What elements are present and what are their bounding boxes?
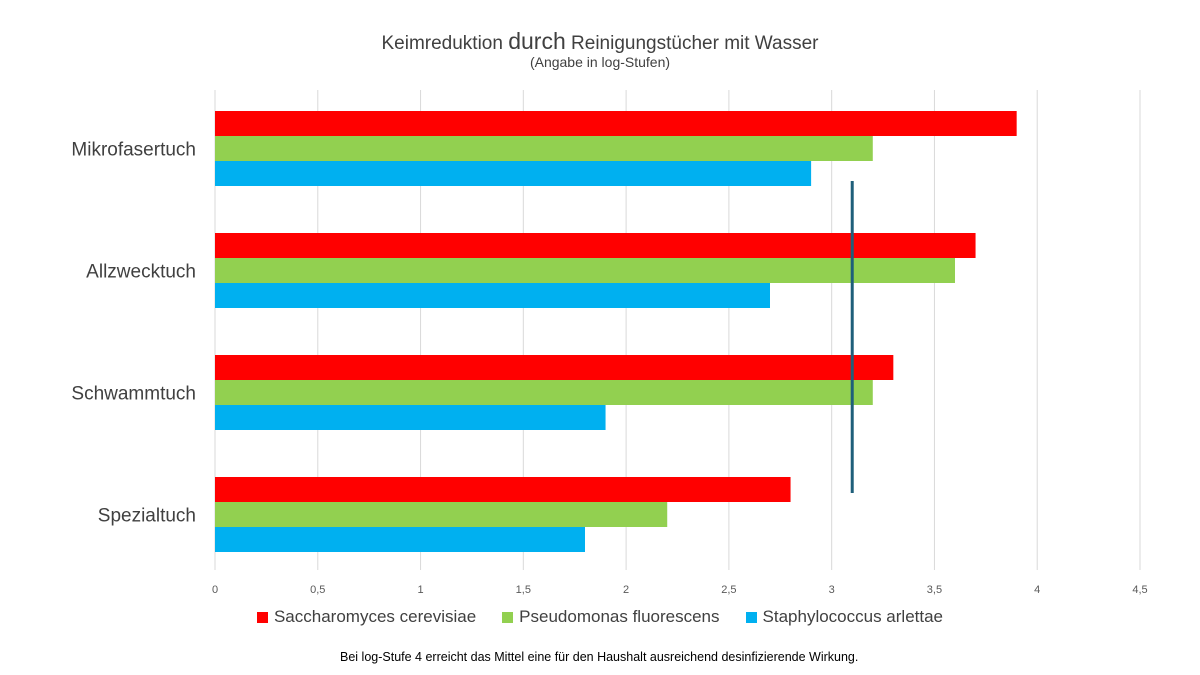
chart-subtitle: (Angabe in log-Stufen) — [529, 54, 671, 70]
bar — [215, 111, 1017, 136]
legend: Saccharomyces cerevisiae Pseudomonas flu… — [0, 607, 1200, 627]
x-tick-label: 2,5 — [721, 584, 736, 596]
legend-item-saccharomyces: Saccharomyces cerevisiae — [256, 607, 477, 627]
bar — [215, 380, 873, 405]
bar — [215, 355, 894, 380]
bar — [215, 527, 585, 552]
legend-label: Saccharomyces cerevisiae — [273, 607, 477, 626]
title-part-3: Reinigungstücher mit Wasser — [565, 33, 819, 54]
footnote: Bei log-Stufe 4 erreicht das Mittel eine… — [340, 650, 859, 664]
category-label: Schwammtuch — [71, 384, 196, 405]
legend-label: Staphylococcus arlettae — [762, 607, 944, 626]
title-part-1: Keimreduktion — [381, 33, 509, 54]
bar — [215, 258, 955, 283]
bar — [215, 283, 770, 308]
x-tick-label: 2 — [623, 584, 629, 596]
x-tick-label: 4,5 — [1132, 584, 1147, 596]
category-label: Allzwecktuch — [86, 262, 196, 283]
x-tick-label: 0 — [212, 584, 218, 596]
category-label: Spezialtuch — [98, 506, 196, 527]
legend-swatch-red — [256, 611, 268, 623]
category-label: Mikrofasertuch — [71, 140, 196, 161]
legend-swatch-green — [502, 611, 514, 623]
bar — [215, 161, 812, 186]
x-tick-label: 1 — [417, 584, 423, 596]
bar — [215, 502, 668, 527]
legend-item-pseudomonas: Pseudomonas fluorescens — [502, 607, 720, 627]
x-tick-label: 3 — [829, 584, 835, 596]
bar — [215, 136, 873, 161]
bar-chart: 0 0,5 1 1,5 2 2,5 3 3,5 4 4,5 Mikrofasertuch Allzwe… — [71, 90, 1148, 596]
bar — [215, 233, 976, 258]
legend-item-staphylococcus: Staphylococcus arlettae — [745, 607, 944, 627]
title-part-2: durch — [508, 28, 566, 54]
x-tick-label: 4 — [1034, 584, 1040, 596]
x-tick-label: 3,5 — [927, 584, 942, 596]
x-tick-label: 0,5 — [310, 584, 325, 596]
legend-label: Pseudomonas fluorescens — [519, 607, 720, 626]
bar — [215, 477, 791, 502]
x-tick-label: 1,5 — [516, 584, 531, 596]
chart-title: Keimreduktion durch Reinigungstücher mit… — [0, 28, 1200, 55]
legend-swatch-blue — [745, 611, 757, 623]
bar — [215, 405, 606, 430]
